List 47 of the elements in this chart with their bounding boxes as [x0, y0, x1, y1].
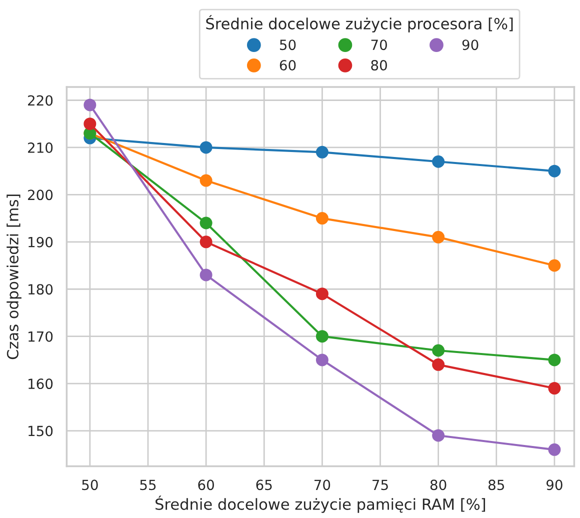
point [316, 288, 328, 300]
point [548, 354, 561, 366]
x-axis-title: Średnie docelowe zużycie pamięci RAM [%] [156, 496, 486, 513]
legend-label: 70 [371, 40, 387, 50]
point [432, 358, 445, 371]
point [200, 174, 212, 187]
legend-label: 80 [371, 60, 387, 70]
x-tick-label: 85 [488, 480, 504, 490]
x-tick-label: 55 [140, 480, 156, 490]
point [432, 230, 445, 244]
x-tick-label: 80 [430, 480, 446, 490]
x-tick-label: 50 [82, 480, 98, 490]
x-tick-label: 65 [256, 480, 272, 490]
legend-label: 50 [280, 40, 296, 50]
point [548, 443, 561, 456]
x-tick-label: 70 [314, 480, 330, 490]
y-tick-label: 210 [28, 142, 53, 153]
point [316, 354, 328, 366]
y-tick-label: 150 [28, 426, 53, 436]
legend-title: Średnie docelowe zużycie procesora [%] [206, 15, 513, 32]
y-tick-label: 160 [28, 378, 53, 390]
legend-label: 60 [280, 60, 296, 70]
y-tick-label: 220 [28, 95, 53, 106]
point [316, 146, 328, 158]
point [200, 216, 212, 230]
point [200, 236, 212, 248]
y-axis-title: Czas odpowiedzi [ms] [6, 194, 22, 360]
point [316, 330, 328, 343]
y-tick-label: 180 [28, 284, 53, 295]
legend-label: 90 [462, 40, 478, 50]
point [548, 164, 561, 178]
x-tick-label: 90 [546, 480, 562, 490]
x-tick-label: 60 [198, 480, 214, 490]
point [432, 155, 445, 168]
point [200, 268, 212, 282]
point [432, 429, 445, 442]
point [84, 98, 96, 112]
x-tick-label: 75 [372, 480, 388, 490]
y-tick-label: 190 [28, 236, 53, 248]
point [200, 141, 212, 154]
point [316, 212, 328, 225]
point [548, 382, 561, 395]
y-tick-label: 170 [28, 331, 53, 342]
point [84, 118, 96, 130]
point [548, 259, 561, 272]
point [432, 344, 445, 357]
y-tick-label: 200 [28, 190, 53, 200]
